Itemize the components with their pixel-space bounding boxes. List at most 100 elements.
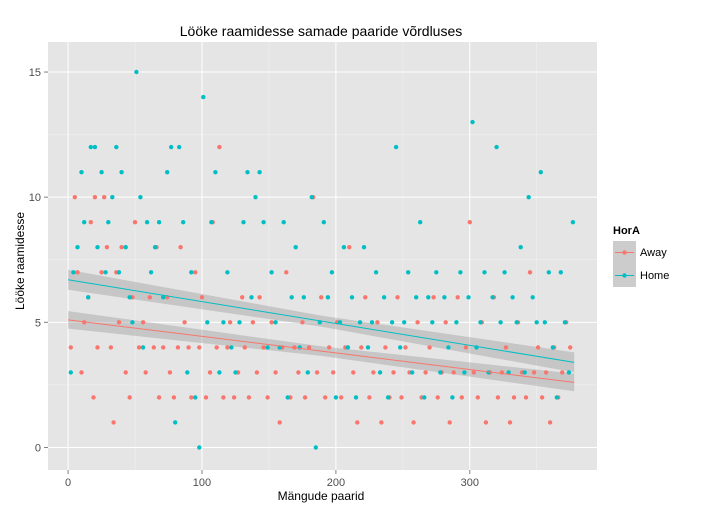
data-point-home xyxy=(466,295,471,300)
data-point-home xyxy=(173,420,178,425)
data-point-away xyxy=(411,420,416,425)
data-point-away xyxy=(123,370,128,375)
data-point-home xyxy=(92,144,98,150)
data-point-away xyxy=(471,370,476,375)
data-point-home xyxy=(273,320,278,325)
data-point-away xyxy=(399,395,404,400)
data-point-away xyxy=(178,245,183,250)
data-point-home xyxy=(253,195,258,200)
data-point-away xyxy=(227,320,233,325)
data-point-home xyxy=(82,220,87,225)
data-point-away xyxy=(79,370,84,375)
data-point-home xyxy=(114,144,119,150)
data-point-away xyxy=(511,395,517,400)
data-point-away xyxy=(132,220,138,225)
data-point-away xyxy=(91,395,96,400)
legend-key-away-dot xyxy=(622,250,627,255)
data-point-away xyxy=(214,345,219,350)
data-point-home xyxy=(185,370,190,375)
data-point-away xyxy=(296,370,301,375)
data-point-away xyxy=(314,370,320,375)
data-point-home xyxy=(570,220,576,225)
data-point-away xyxy=(463,345,468,350)
data-point-home xyxy=(402,320,407,325)
data-point-home xyxy=(554,395,559,400)
data-point-away xyxy=(140,320,146,325)
data-point-home xyxy=(249,295,254,300)
data-point-home xyxy=(293,245,298,250)
data-point-away xyxy=(72,195,78,200)
data-point-away xyxy=(88,220,94,225)
data-point-home xyxy=(385,395,391,400)
data-point-away xyxy=(136,345,142,350)
data-point-home xyxy=(406,270,411,275)
data-point-home xyxy=(189,270,194,275)
data-point-home xyxy=(438,370,443,375)
data-point-away xyxy=(339,395,344,400)
data-point-home xyxy=(110,195,115,200)
data-point-away xyxy=(371,370,376,375)
legend-label-away: Away xyxy=(640,247,667,259)
data-point-home xyxy=(95,245,100,250)
data-point-home xyxy=(75,245,80,250)
data-point-away xyxy=(143,370,148,375)
data-point-home xyxy=(201,94,206,100)
data-point-away xyxy=(331,370,336,375)
data-point-away xyxy=(221,395,226,400)
data-point-away xyxy=(323,395,328,400)
data-point-away xyxy=(423,370,428,375)
data-point-home xyxy=(197,445,202,450)
y-axis-title: Lööke raamidesse xyxy=(13,212,27,310)
data-point-away xyxy=(467,220,472,225)
data-point-home xyxy=(127,295,132,300)
data-point-home xyxy=(345,345,351,350)
data-point-home xyxy=(86,295,91,300)
data-point-away xyxy=(351,370,356,375)
data-point-home xyxy=(389,320,395,325)
data-point-away xyxy=(203,395,209,400)
data-point-away xyxy=(523,395,529,400)
data-point-away xyxy=(447,420,452,425)
data-point-away xyxy=(284,270,289,275)
data-point-home xyxy=(546,270,551,275)
data-point-away xyxy=(543,370,549,375)
data-point-away xyxy=(395,295,400,300)
legend-label-home: Home xyxy=(640,270,669,282)
data-point-home xyxy=(422,395,427,400)
data-point-home xyxy=(144,220,150,225)
data-point-away xyxy=(319,295,324,300)
data-point-away xyxy=(539,395,545,400)
trend-line-home xyxy=(68,279,575,363)
legend-key-home-dot xyxy=(622,273,627,278)
data-point-away xyxy=(527,270,533,275)
data-point-away xyxy=(531,370,537,375)
data-point-away xyxy=(302,395,308,400)
data-point-away xyxy=(254,370,260,375)
data-point-home xyxy=(333,395,339,400)
data-point-away xyxy=(435,395,440,400)
data-point-away xyxy=(379,420,384,425)
data-point-away xyxy=(427,345,432,350)
data-point-home xyxy=(152,245,158,250)
data-point-away xyxy=(451,370,456,375)
data-point-home xyxy=(281,220,286,225)
data-point-home xyxy=(373,270,379,275)
data-point-home xyxy=(470,119,475,125)
data-point-home xyxy=(458,270,463,275)
data-point-away xyxy=(403,345,408,350)
data-point-home xyxy=(289,295,294,300)
data-point-home xyxy=(361,245,367,250)
data-point-away xyxy=(475,395,480,400)
data-point-home xyxy=(442,295,447,300)
data-point-home xyxy=(123,245,128,250)
data-point-home xyxy=(365,345,371,350)
data-point-home xyxy=(261,220,266,225)
data-point-home xyxy=(229,345,234,350)
chart-title: Lööke raamidesse samade paaride võrdluse… xyxy=(180,23,463,39)
y-tick-label: 15 xyxy=(29,67,41,79)
data-point-home xyxy=(566,370,572,375)
data-point-away xyxy=(459,395,464,400)
data-point-away xyxy=(273,370,278,375)
data-point-home xyxy=(237,320,242,325)
data-point-home xyxy=(325,295,331,300)
